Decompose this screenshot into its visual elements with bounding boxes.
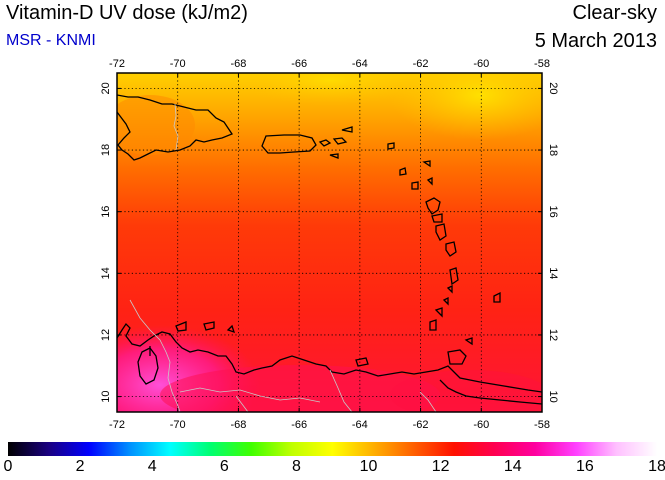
hispaniola-coast [117, 94, 233, 161]
lon-tick-label-top: -68 [230, 58, 246, 70]
colorbar [8, 442, 657, 456]
colorbar-label: 16 [575, 458, 594, 475]
lon-tick-label-top: -70 [170, 58, 186, 70]
map-title: Vitamin-D UV dose (kJ/m2) [6, 2, 248, 24]
lon-tick-label-bottom: -58 [534, 419, 550, 431]
lat-tick-label-left: 10 [100, 390, 112, 402]
colorbar-label: 10 [359, 458, 378, 475]
lat-tick-label-left: 12 [100, 329, 112, 341]
uv-field [117, 73, 542, 412]
lat-tick-label-right: 14 [547, 267, 559, 279]
lon-tick-label-top: -62 [413, 58, 429, 70]
colorbar-label: 6 [219, 458, 229, 475]
coastlines [117, 94, 542, 405]
lon-tick-label-top: -66 [291, 58, 307, 70]
lat-tick-label-left: 14 [100, 267, 112, 279]
lon-tick-label-top: -72 [109, 58, 125, 70]
sky-condition-label: Clear-sky [572, 2, 657, 24]
lat-tick-label-right: 10 [547, 390, 559, 402]
lon-tick-label-bottom: -72 [109, 419, 125, 431]
colorbar-label: 14 [503, 458, 522, 475]
lon-tick-label-bottom: -60 [473, 419, 489, 431]
lat-tick-label-right: 20 [547, 82, 559, 94]
colorbar-label: 12 [431, 458, 450, 475]
colorbar-label: 0 [3, 458, 13, 475]
puerto-rico-coast [261, 134, 317, 154]
map-frame [116, 72, 543, 413]
graticule [117, 73, 542, 412]
country-borders [129, 103, 437, 412]
lat-tick-label-right: 18 [547, 144, 559, 156]
lon-tick-label-bottom: -68 [230, 419, 246, 431]
lat-tick-label-left: 20 [100, 82, 112, 94]
lon-tick-label-bottom: -70 [170, 419, 186, 431]
lon-tick-label-bottom: -62 [413, 419, 429, 431]
date-label: 5 March 2013 [534, 30, 657, 52]
axis-ticks: -72 -72 -70 -70 -68 -68 -66 -66 -64 -64 -62 -62 -60 -… [100, 58, 559, 431]
lake-maracaibo [137, 347, 159, 385]
lon-tick-label-bottom: -64 [352, 419, 368, 431]
colorbar-label: 8 [291, 458, 301, 475]
lat-tick-label-left: 16 [100, 206, 112, 218]
colorbar-label: 2 [75, 458, 85, 475]
lon-tick-label-top: -60 [473, 58, 489, 70]
lat-tick-label-left: 18 [100, 144, 112, 156]
lon-tick-label-top: -64 [352, 58, 368, 70]
lat-tick-label-right: 16 [547, 206, 559, 218]
lon-tick-label-bottom: -66 [291, 419, 307, 431]
lat-tick-label-right: 12 [547, 329, 559, 341]
source-label: MSR - KNMI [6, 32, 96, 49]
south-america-coast [117, 322, 542, 393]
colorbar-label: 18 [648, 458, 665, 475]
lon-tick-label-top: -58 [534, 58, 550, 70]
colorbar-label: 4 [147, 458, 157, 475]
